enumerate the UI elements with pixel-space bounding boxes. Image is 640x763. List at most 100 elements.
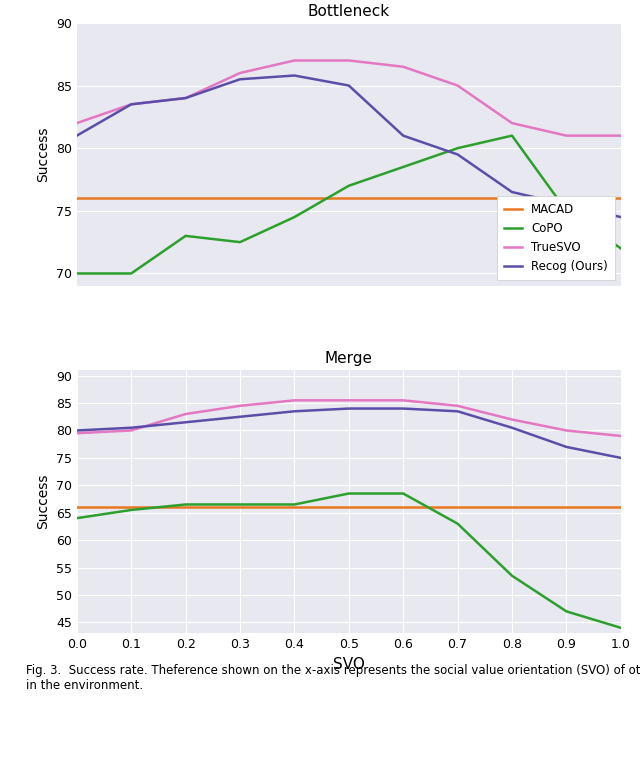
MACAD (127, 194, 135, 203)
MACAD (236, 503, 244, 512)
TrueSVO (127, 426, 135, 435)
CoPO (399, 163, 407, 172)
CoPO (182, 231, 189, 240)
Y-axis label: Success: Success (36, 474, 51, 530)
MACAD (291, 503, 298, 512)
CoPO (291, 500, 298, 509)
Recog (Ours) (182, 417, 189, 427)
TrueSVO (291, 396, 298, 405)
CoPO (127, 505, 135, 514)
Title: Bottleneck: Bottleneck (308, 4, 390, 19)
Title: Merge: Merge (325, 351, 372, 366)
TrueSVO (454, 81, 461, 90)
Recog (Ours) (236, 412, 244, 421)
TrueSVO (182, 410, 189, 419)
MACAD (508, 503, 516, 512)
MACAD (563, 503, 570, 512)
Recog (Ours) (291, 71, 298, 80)
Recog (Ours) (563, 200, 570, 209)
TrueSVO (345, 396, 353, 405)
TrueSVO (73, 118, 81, 127)
MACAD (345, 503, 353, 512)
Recog (Ours) (127, 100, 135, 109)
Recog (Ours) (399, 404, 407, 413)
TrueSVO (399, 396, 407, 405)
Recog (Ours) (617, 213, 625, 222)
TrueSVO (454, 401, 461, 410)
TrueSVO (127, 100, 135, 109)
TrueSVO (508, 118, 516, 127)
Recog (Ours) (345, 404, 353, 413)
MACAD (454, 194, 461, 203)
Recog (Ours) (454, 150, 461, 159)
CoPO (345, 489, 353, 498)
MACAD (399, 194, 407, 203)
MACAD (182, 503, 189, 512)
TrueSVO (617, 131, 625, 140)
CoPO (563, 607, 570, 616)
TrueSVO (563, 131, 570, 140)
Recog (Ours) (508, 188, 516, 197)
X-axis label: SVO: SVO (333, 657, 365, 671)
MACAD (454, 503, 461, 512)
Recog (Ours) (291, 407, 298, 416)
CoPO (508, 131, 516, 140)
CoPO (617, 623, 625, 633)
Text: Fig. 3.  Success rate. Theference shown on the x-axis represents the social valu: Fig. 3. Success rate. Theference shown o… (26, 664, 640, 692)
CoPO (617, 244, 625, 253)
Line: TrueSVO: TrueSVO (77, 401, 621, 436)
CoPO (345, 181, 353, 190)
CoPO (291, 213, 298, 222)
Line: Recog (Ours): Recog (Ours) (77, 76, 621, 217)
TrueSVO (236, 69, 244, 78)
MACAD (345, 194, 353, 203)
Line: TrueSVO: TrueSVO (77, 60, 621, 136)
Recog (Ours) (345, 81, 353, 90)
Legend: MACAD, CoPO, TrueSVO, Recog (Ours): MACAD, CoPO, TrueSVO, Recog (Ours) (497, 196, 615, 280)
TrueSVO (236, 401, 244, 410)
CoPO (454, 143, 461, 153)
TrueSVO (345, 56, 353, 65)
MACAD (127, 503, 135, 512)
MACAD (508, 194, 516, 203)
Recog (Ours) (73, 131, 81, 140)
TrueSVO (73, 429, 81, 438)
CoPO (182, 500, 189, 509)
MACAD (73, 194, 81, 203)
CoPO (454, 519, 461, 528)
CoPO (563, 206, 570, 215)
Line: CoPO: CoPO (77, 494, 621, 628)
TrueSVO (563, 426, 570, 435)
CoPO (399, 489, 407, 498)
MACAD (617, 194, 625, 203)
Recog (Ours) (454, 407, 461, 416)
CoPO (73, 269, 81, 278)
Recog (Ours) (127, 423, 135, 433)
TrueSVO (291, 56, 298, 65)
Y-axis label: Success: Success (36, 127, 51, 182)
TrueSVO (508, 415, 516, 424)
CoPO (236, 500, 244, 509)
MACAD (182, 194, 189, 203)
Line: Recog (Ours): Recog (Ours) (77, 408, 621, 458)
MACAD (399, 503, 407, 512)
TrueSVO (182, 94, 189, 103)
CoPO (508, 571, 516, 581)
MACAD (236, 194, 244, 203)
Recog (Ours) (617, 453, 625, 462)
MACAD (563, 194, 570, 203)
TrueSVO (617, 431, 625, 440)
Recog (Ours) (508, 423, 516, 433)
CoPO (73, 513, 81, 523)
Recog (Ours) (399, 131, 407, 140)
Line: CoPO: CoPO (77, 136, 621, 273)
Recog (Ours) (182, 94, 189, 103)
Recog (Ours) (563, 443, 570, 452)
MACAD (617, 503, 625, 512)
Recog (Ours) (236, 75, 244, 84)
MACAD (291, 194, 298, 203)
Recog (Ours) (73, 426, 81, 435)
MACAD (73, 503, 81, 512)
TrueSVO (399, 62, 407, 71)
CoPO (236, 237, 244, 246)
